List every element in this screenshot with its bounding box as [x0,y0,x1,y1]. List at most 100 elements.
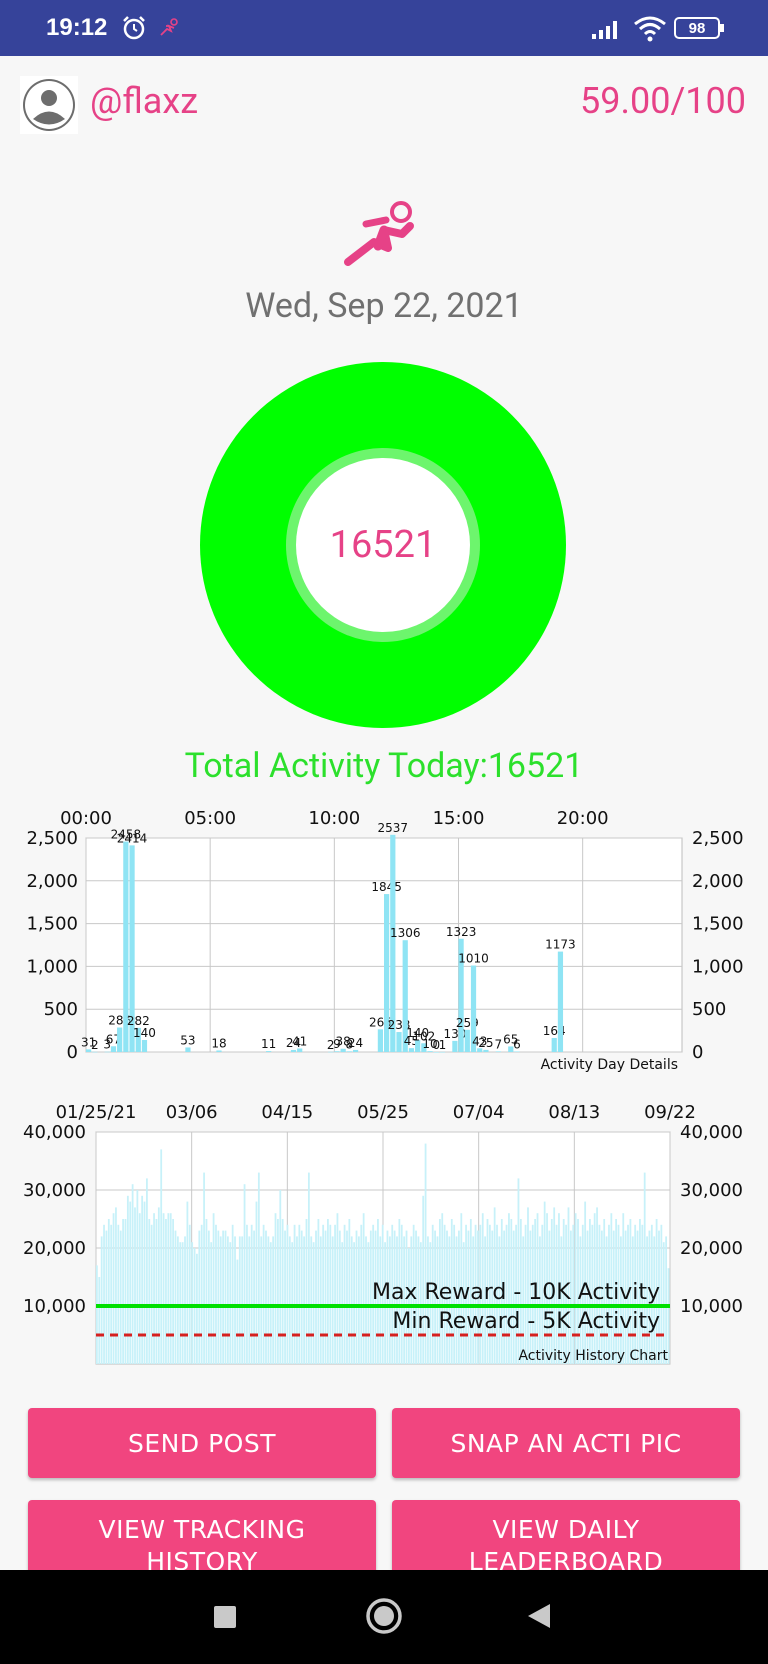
history-bar [443,1224,446,1364]
history-bar [567,1207,570,1364]
battery-icon: 98 [674,17,724,39]
snap-pic-button[interactable]: SNAP AN ACTI PIC [392,1408,740,1478]
history-bar [460,1213,463,1364]
history-bar [348,1219,351,1364]
bar-value-label: 10 [422,1037,437,1051]
y-tick-label-left: 1,000 [26,956,78,977]
history-bar [331,1236,334,1364]
history-bar [658,1230,660,1364]
history-bar [486,1219,489,1364]
history-bar [243,1184,246,1364]
history-bar [639,1219,641,1364]
history-bar [569,1230,572,1364]
history-bar [217,1230,220,1364]
bar [352,1049,359,1052]
history-bar [255,1201,258,1364]
history-bar [196,1253,198,1364]
history-bar [162,1213,165,1364]
history-bar [605,1236,608,1364]
history-bar [122,1219,124,1364]
history-bar [488,1224,491,1364]
history-bar [429,1242,432,1364]
bar [141,1040,148,1052]
history-bar [131,1184,134,1364]
history-bar [465,1224,467,1364]
activity-day-chart: 0 0 500 500 1,000 1,000 1,500 1,500 2,000 2,000 2,… [26,808,743,1073]
history-bar [617,1224,620,1364]
history-bar [522,1236,525,1364]
history-bar [505,1224,508,1364]
history-bar [372,1224,375,1364]
back-icon[interactable] [526,1602,552,1630]
x-tick-label: 10:00 [308,808,360,829]
bar [390,834,396,1052]
history-bar [293,1224,296,1364]
bar-value-label: 102 [412,1029,435,1043]
history-bar [319,1236,322,1364]
history-bar [238,1236,241,1364]
y-tick-label-right: 0 [692,1042,703,1063]
history-bar [322,1224,325,1364]
bar-value-label: 11 [261,1037,276,1051]
history-bar [550,1219,553,1364]
y-tick-label-left: 10,000 [23,1296,86,1317]
wifi-icon [634,16,666,42]
home-icon[interactable] [364,1596,404,1636]
navigation-bar [0,1570,768,1664]
history-bar [210,1242,213,1364]
history-bar [353,1242,356,1364]
recent-apps-icon[interactable] [214,1606,236,1628]
history-bar [543,1201,546,1364]
history-bar [100,1236,103,1364]
x-tick-label: 15:00 [433,808,485,829]
history-bar [667,1268,670,1364]
history-bar [415,1230,417,1364]
history-bar [427,1236,429,1364]
y-tick-label-left: 0 [67,1042,78,1063]
history-bar [155,1219,158,1364]
history-bar [286,1224,289,1364]
history-bar [629,1219,632,1364]
history-bar [291,1242,294,1364]
history-bar [662,1242,665,1364]
history-bar [129,1201,132,1364]
history-bar [467,1230,470,1364]
history-bar [222,1230,225,1364]
history-bar [624,1230,627,1364]
bar-value-label: 2 [91,1038,99,1052]
history-bar [419,1242,422,1364]
bar-value-label: 9 [333,1037,341,1051]
bar [290,1049,297,1052]
bar-value-label: 0 [432,1038,440,1052]
avatar-icon[interactable] [20,76,78,134]
history-bar [215,1224,217,1364]
history-bar [565,1224,567,1364]
history-bar [334,1224,336,1364]
history-bar [110,1224,113,1364]
history-bar [298,1224,301,1364]
bar [439,1051,446,1053]
history-bar [577,1219,579,1364]
history-bar [174,1230,177,1364]
history-bar [441,1213,444,1364]
x-tick-label: 07/04 [453,1102,505,1123]
date-label: Wed, Sep 22, 2021 [245,286,523,326]
send-post-button[interactable]: SEND POST [28,1408,376,1478]
history-bar [248,1236,251,1364]
bar-value-label: 2 [327,1038,335,1052]
history-bar [455,1236,458,1364]
bar [86,1049,92,1052]
history-bar [346,1230,348,1364]
signal-icon [592,21,617,39]
history-bar [384,1242,386,1364]
history-bar [207,1230,210,1364]
history-bar [362,1213,365,1364]
history-bar [281,1219,284,1364]
history-bar [498,1236,501,1364]
history-bar [305,1219,308,1364]
history-bar [448,1236,451,1364]
chart-note: Activity History Chart [518,1348,668,1364]
bar [557,951,564,1052]
x-tick-label: 03/06 [166,1102,218,1123]
history-bar [236,1259,239,1364]
